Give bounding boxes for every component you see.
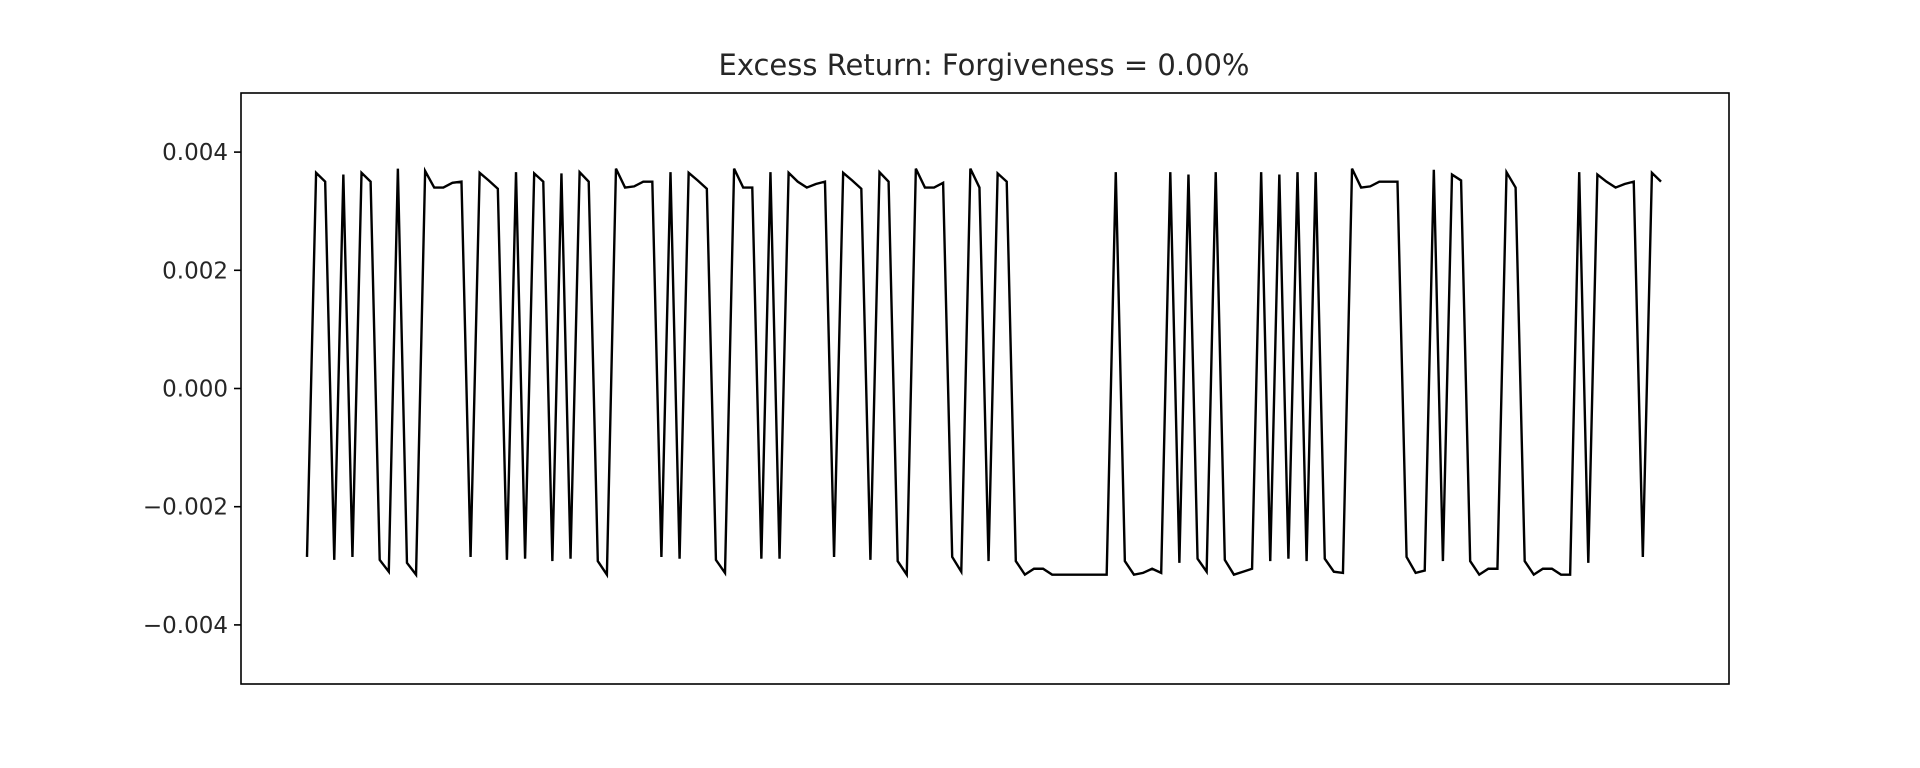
chart-title: Excess Return: Forgiveness = 0.00%: [719, 48, 1250, 82]
y-tick-label: 0.004: [162, 140, 228, 166]
series-line: [305, 166, 1662, 579]
y-tick-label: 0.000: [162, 377, 228, 403]
y-axis: 0.004 0.002 0.000 −0.002 −0.004: [143, 140, 241, 639]
y-tick-label: 0.002: [162, 258, 228, 284]
y-tick-label: −0.004: [143, 613, 228, 639]
y-tick-label: −0.002: [143, 495, 228, 521]
